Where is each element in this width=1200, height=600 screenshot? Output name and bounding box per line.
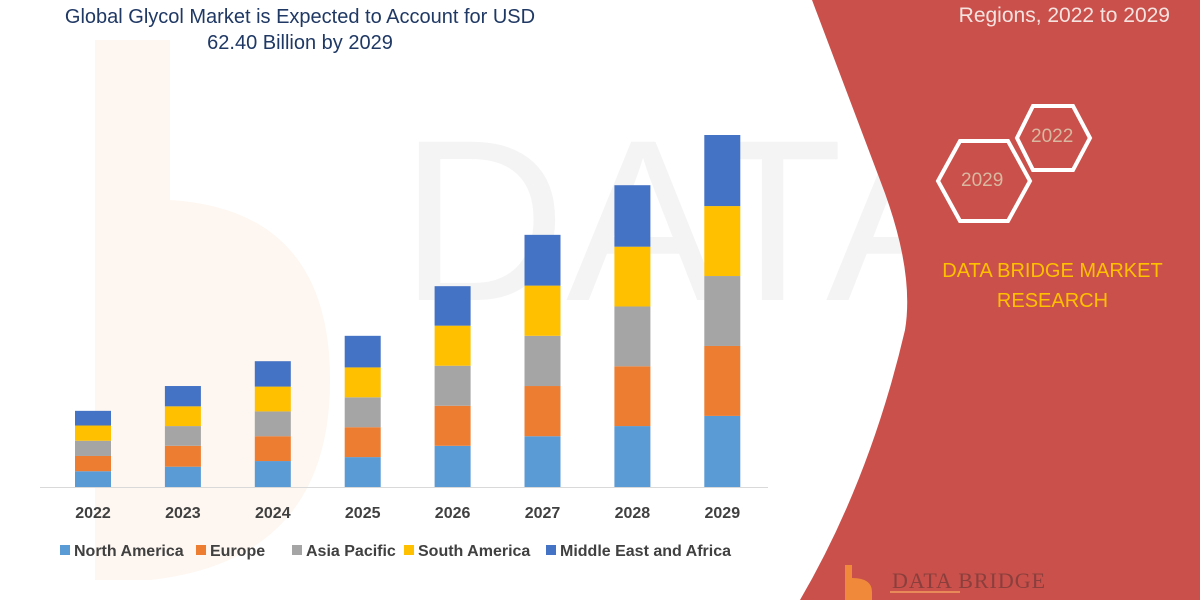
bar-segment-asia-pacific-2022 [75, 440, 111, 456]
x-tick-label: 2024 [255, 505, 291, 522]
x-tick-label: 2028 [615, 505, 651, 522]
bar-segment-europe-2025 [344, 427, 381, 458]
x-tick-label: 2022 [75, 505, 111, 522]
x-tick-label: 2023 [165, 505, 201, 522]
bar-segment-middle-east-and-africa-2022 [75, 410, 111, 426]
bar-segment-south-america-2022 [75, 425, 111, 441]
bar-segment-asia-pacific-2025 [344, 397, 381, 428]
bar-segment-middle-east-and-africa-2025 [344, 335, 381, 368]
bar-segment-middle-east-and-africa-2028 [614, 185, 651, 247]
bar-segment-middle-east-and-africa-2024 [254, 361, 291, 387]
hexagon-2029-icon [935, 139, 1033, 223]
bar-segment-north-america-2026 [434, 445, 471, 487]
bar-segment-south-america-2027 [524, 285, 561, 336]
bar-segment-north-america-2023 [164, 466, 201, 487]
legend-label: Europe [210, 543, 265, 560]
legend-label: Asia Pacific [306, 543, 396, 560]
bar-segment-south-america-2028 [614, 246, 651, 307]
hex-label-2022: 2022 [1031, 126, 1074, 147]
bar-segment-middle-east-and-africa-2023 [164, 386, 201, 407]
legend-swatch [404, 545, 414, 555]
x-tick-label: 2027 [525, 505, 561, 522]
bar-segment-north-america-2027 [524, 436, 561, 487]
logo-icon [845, 565, 960, 600]
bar-segment-north-america-2025 [344, 457, 381, 487]
logo-text: DATA BRIDGE [892, 568, 1047, 593]
legend-swatch [60, 545, 70, 555]
bar-segment-asia-pacific-2023 [164, 426, 201, 446]
chart-title: Global Glycol Market is Expected to Acco… [64, 6, 536, 54]
stacked-bar-chart: 2022 2023 2024 2025 2026 2027 2028 2029 North Am… [40, 135, 768, 560]
bar-segment-middle-east-and-africa-2029 [704, 135, 741, 207]
bar-segment-europe-2028 [614, 366, 651, 427]
legend-label: North America [74, 543, 184, 560]
hex-label-2029: 2029 [961, 170, 1004, 191]
legend-swatch [292, 545, 302, 555]
bar-segment-europe-2027 [524, 386, 561, 437]
bar-segment-north-america-2022 [75, 471, 111, 487]
bar-segment-asia-pacific-2026 [434, 365, 471, 406]
hexagon-2022-icon [1014, 104, 1093, 172]
bar-segment-asia-pacific-2027 [524, 335, 561, 387]
bar-segment-south-america-2024 [254, 386, 291, 412]
legend-swatch [546, 545, 556, 555]
x-tick-label: 2029 [705, 505, 741, 522]
bar-segment-north-america-2029 [704, 415, 741, 487]
x-tick-label: 2026 [435, 505, 471, 522]
x-tick-label: 2025 [345, 505, 381, 522]
bar-segment-asia-pacific-2029 [704, 276, 741, 346]
bar-segment-europe-2026 [434, 405, 471, 446]
bar-segment-europe-2024 [254, 436, 291, 462]
bar-segment-south-america-2029 [704, 206, 741, 277]
brand-line-2: RESEARCH [996, 290, 1109, 312]
bar-segment-middle-east-and-africa-2026 [434, 286, 471, 326]
bar-segment-asia-pacific-2024 [254, 411, 291, 437]
bar-segment-europe-2023 [164, 445, 201, 467]
legend-swatch [196, 545, 206, 555]
bar-segment-europe-2022 [75, 455, 111, 472]
legend-label: South America [418, 543, 530, 560]
red-panel [800, 0, 1200, 600]
bar-segment-north-america-2028 [614, 426, 651, 487]
bar-segment-south-america-2025 [344, 367, 381, 398]
bar-segment-asia-pacific-2028 [614, 306, 651, 367]
brand-line-1: DATA BRIDGE MARKET [942, 260, 1163, 282]
legend-label: Middle East and Africa [560, 543, 731, 560]
bar-segment-middle-east-and-africa-2027 [524, 234, 561, 286]
bar-segment-north-america-2024 [254, 461, 291, 487]
bar-segment-south-america-2023 [164, 406, 201, 427]
brand-text: DATA BRIDGE MARKET RESEARCH [920, 256, 1185, 316]
panel-title: Regions, 2022 to 2029 [958, 4, 1170, 27]
bar-segment-europe-2029 [704, 345, 741, 416]
bar-segment-south-america-2026 [434, 325, 471, 366]
